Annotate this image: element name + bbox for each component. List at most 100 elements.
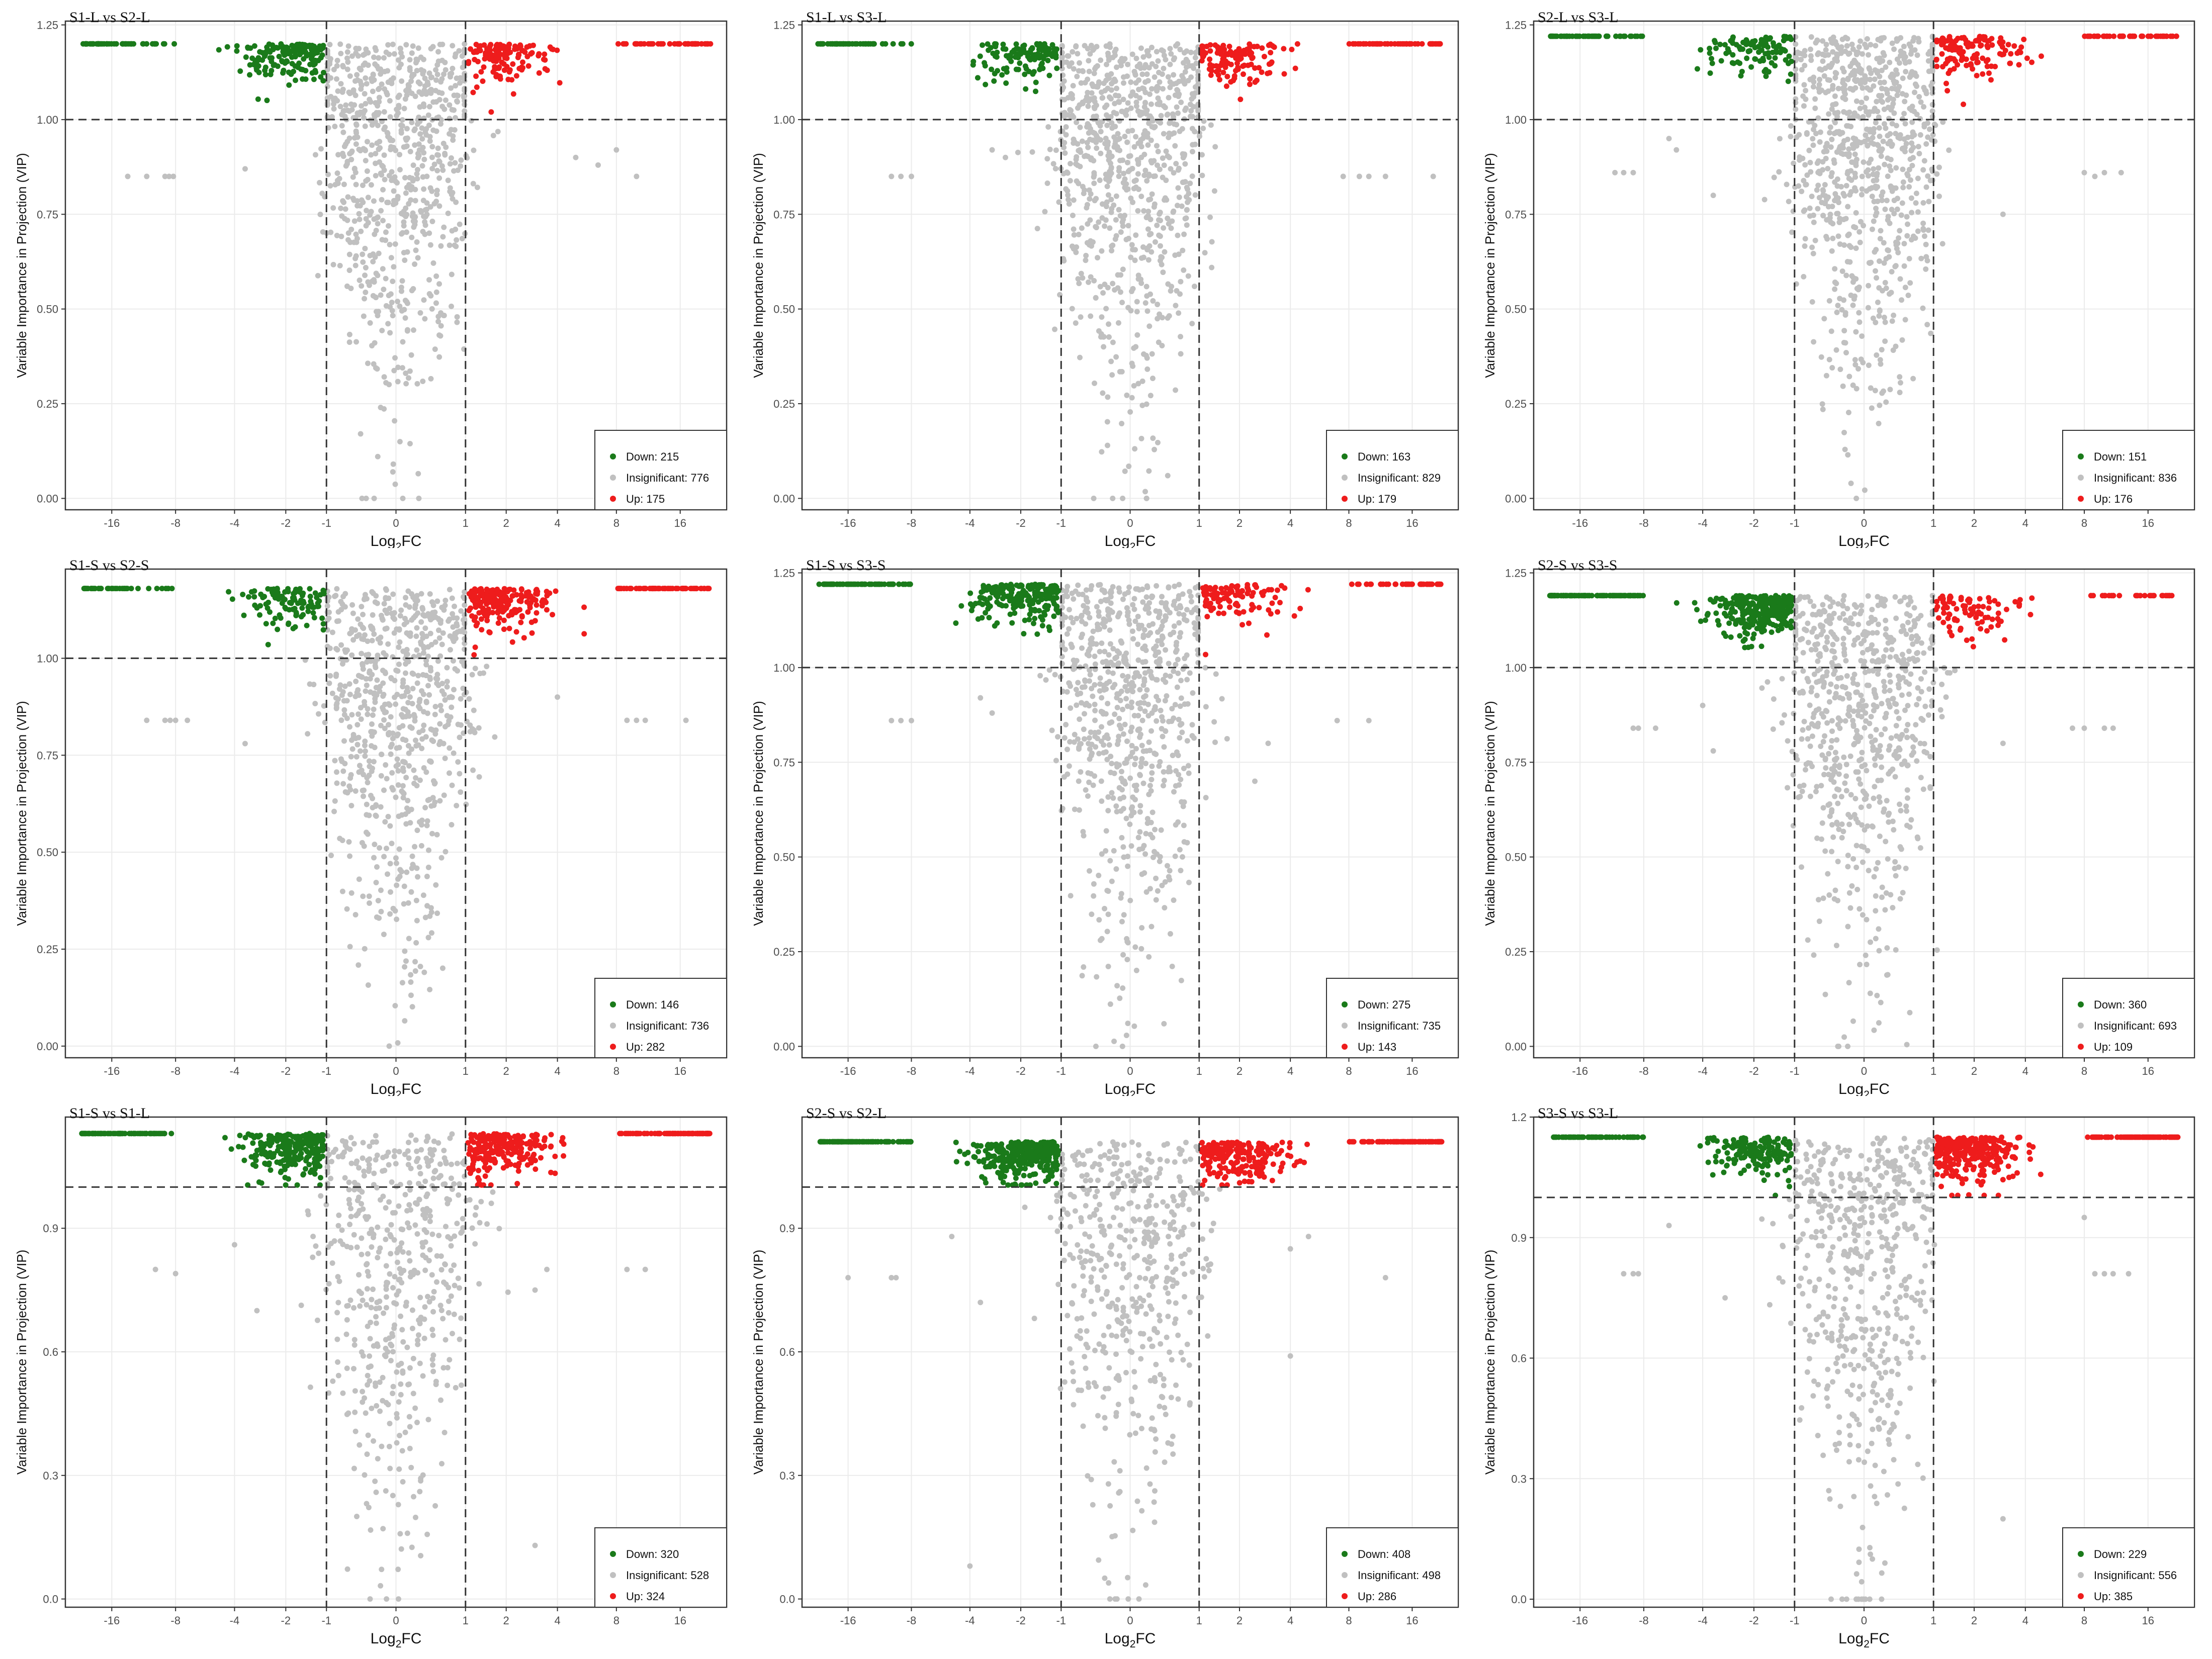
insignificant-point xyxy=(1144,48,1150,54)
insignificant-point xyxy=(1102,105,1108,110)
insignificant-point xyxy=(1135,208,1140,214)
insignificant-point xyxy=(366,982,371,988)
insignificant-point xyxy=(1195,75,1201,80)
insignificant-point xyxy=(414,381,420,387)
insignificant-point xyxy=(471,727,477,733)
insignificant-point xyxy=(1195,106,1201,111)
insignificant-point xyxy=(392,616,397,622)
insignificant-point xyxy=(370,729,375,734)
insignificant-point xyxy=(353,182,359,188)
insignificant-point xyxy=(462,71,467,76)
insignificant-point xyxy=(403,775,409,780)
insignificant-point xyxy=(1118,272,1123,278)
insignificant-point xyxy=(374,914,380,920)
down-point xyxy=(293,587,299,592)
insignificant-point xyxy=(432,609,437,615)
insignificant-point xyxy=(1088,313,1093,319)
up-point xyxy=(474,49,480,55)
insignificant-point xyxy=(1808,169,1813,174)
insignificant-point xyxy=(1907,256,1912,261)
up-point xyxy=(655,586,661,591)
insignificant-point xyxy=(397,874,403,879)
up-point xyxy=(2039,53,2044,59)
insignificant-point xyxy=(438,323,444,329)
insignificant-point xyxy=(1133,344,1138,349)
insignificant-point xyxy=(441,225,447,230)
insignificant-point xyxy=(369,721,375,727)
insignificant-point xyxy=(406,87,412,93)
insignificant-point xyxy=(1842,97,1848,102)
insignificant-point xyxy=(1102,141,1108,146)
insignificant-point xyxy=(1853,329,1859,335)
insignificant-point xyxy=(1930,108,1935,114)
insignificant-point xyxy=(426,865,431,870)
down-point xyxy=(260,595,266,600)
insignificant-point xyxy=(1827,298,1832,304)
insignificant-point xyxy=(909,173,914,179)
insignificant-point xyxy=(358,748,363,754)
insignificant-point xyxy=(1149,160,1155,165)
insignificant-point xyxy=(450,624,456,630)
insignificant-point xyxy=(447,746,452,751)
up-point xyxy=(1940,64,1945,69)
insignificant-point xyxy=(383,586,389,592)
up-point xyxy=(509,609,514,614)
insignificant-point xyxy=(1711,193,1716,198)
insignificant-point xyxy=(392,630,397,636)
insignificant-point xyxy=(363,75,368,81)
legend-key-down xyxy=(1342,453,1348,459)
insignificant-point xyxy=(1341,173,1346,179)
insignificant-point xyxy=(334,702,339,708)
insignificant-point xyxy=(1068,108,1074,113)
insignificant-point xyxy=(1152,447,1157,452)
insignificant-point xyxy=(1126,169,1131,174)
insignificant-point xyxy=(367,668,373,674)
insignificant-point xyxy=(372,61,378,67)
insignificant-point xyxy=(1087,217,1093,223)
insignificant-point xyxy=(1129,289,1134,294)
insignificant-point xyxy=(1829,137,1834,142)
insignificant-point xyxy=(379,752,384,757)
insignificant-point xyxy=(1803,88,1808,94)
insignificant-point xyxy=(1138,137,1143,143)
insignificant-point xyxy=(1801,209,1807,214)
up-point xyxy=(2016,62,2022,67)
insignificant-point xyxy=(315,273,321,279)
insignificant-point xyxy=(1167,121,1172,126)
insignificant-point xyxy=(364,683,370,688)
insignificant-point xyxy=(1085,46,1091,51)
insignificant-point xyxy=(1853,210,1859,216)
insignificant-point xyxy=(1176,310,1181,316)
up-point xyxy=(505,603,510,608)
insignificant-point xyxy=(1842,193,1847,199)
panel-title: S1-L vs S2-L xyxy=(69,9,150,26)
insignificant-point xyxy=(1824,236,1830,242)
insignificant-point xyxy=(391,145,396,150)
insignificant-point xyxy=(1084,205,1089,211)
insignificant-point xyxy=(1862,42,1868,47)
insignificant-point xyxy=(439,76,445,82)
x-tick-label: 4 xyxy=(2022,517,2028,529)
insignificant-point xyxy=(398,46,403,51)
insignificant-point xyxy=(1802,63,1807,68)
insignificant-point xyxy=(345,49,350,55)
insignificant-point xyxy=(366,195,371,200)
insignificant-point xyxy=(453,227,458,232)
insignificant-point xyxy=(389,611,395,616)
up-point xyxy=(501,607,507,613)
insignificant-point xyxy=(1873,388,1878,393)
insignificant-point xyxy=(430,739,436,744)
up-point xyxy=(2021,37,2026,42)
insignificant-point xyxy=(1818,129,1823,135)
insignificant-point xyxy=(1161,66,1166,71)
insignificant-point xyxy=(1839,130,1845,136)
insignificant-point xyxy=(421,297,426,303)
insignificant-point xyxy=(1797,154,1802,160)
insignificant-point xyxy=(407,724,413,729)
insignificant-point xyxy=(400,123,405,129)
insignificant-point xyxy=(1900,75,1906,81)
insignificant-point xyxy=(416,89,422,95)
insignificant-point xyxy=(385,871,390,877)
insignificant-point xyxy=(399,712,404,717)
